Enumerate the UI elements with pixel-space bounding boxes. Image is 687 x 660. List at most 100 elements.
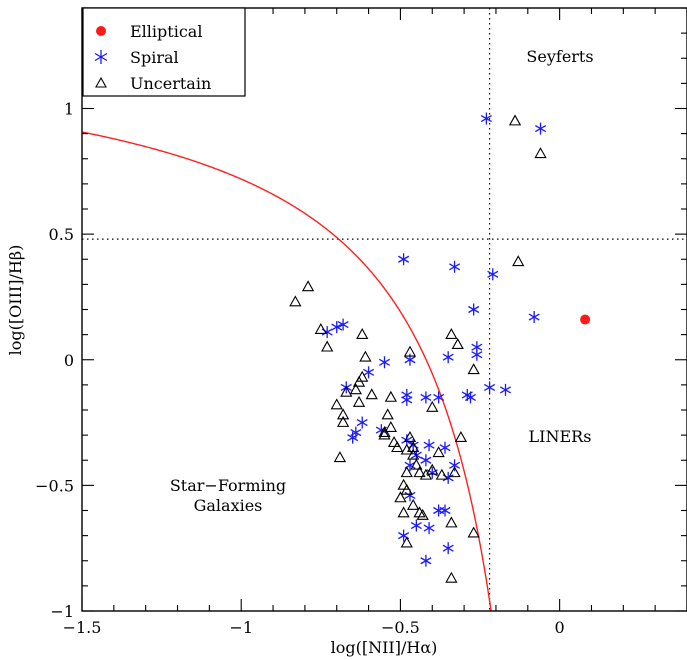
point-uncertain — [435, 468, 448, 480]
point-uncertain — [403, 431, 417, 442]
point-uncertain — [394, 491, 407, 503]
point-uncertain — [407, 441, 420, 453]
point-uncertain — [407, 498, 420, 510]
x-tick-label: −0.5 — [381, 618, 420, 637]
point-uncertain — [333, 451, 347, 463]
point-spiral — [423, 522, 435, 535]
point-spiral — [439, 504, 451, 517]
legend-box — [82, 7, 246, 97]
legend-circle-icon — [96, 26, 106, 36]
legend-asterisk-icon — [94, 50, 108, 64]
demarcation-curve — [82, 131, 492, 611]
x-axis-label: log([NII]/Hα) — [331, 638, 438, 657]
point-uncertain — [397, 506, 410, 518]
point-uncertain — [387, 436, 401, 448]
point-uncertain — [384, 420, 398, 432]
point-uncertain — [289, 295, 302, 307]
point-uncertain — [381, 408, 394, 420]
point-spiral — [378, 356, 391, 369]
region-label-seyferts: Seyferts — [526, 47, 593, 66]
point-spiral — [528, 311, 540, 324]
x-tick-label: 0 — [555, 618, 565, 637]
point-uncertain — [445, 571, 458, 583]
point-uncertain — [451, 338, 464, 350]
point-spiral — [468, 303, 480, 316]
point-uncertain — [400, 443, 413, 455]
legend-label-uncertain: Uncertain — [130, 74, 211, 93]
point-uncertain — [365, 388, 378, 400]
point-uncertain — [454, 431, 468, 442]
legend: Elliptical Spiral Uncertain — [82, 7, 246, 97]
y-axis-label: log([OIII]/Hβ) — [6, 245, 25, 356]
point-uncertain — [400, 536, 413, 548]
y-tick-label: −0.5 — [35, 476, 74, 495]
point-spiral — [439, 441, 451, 454]
point-spiral — [401, 393, 413, 406]
point-uncertain — [400, 483, 413, 495]
y-tick-label: 0 — [64, 351, 74, 370]
point-spiral — [449, 260, 461, 273]
point-uncertain — [400, 466, 413, 478]
point-uncertain — [426, 463, 439, 475]
point-uncertain — [330, 398, 343, 410]
point-spiral — [442, 542, 454, 555]
point-spiral — [471, 348, 483, 361]
point-uncertain — [321, 340, 334, 352]
point-uncertain — [407, 448, 420, 460]
point-spiral — [347, 431, 359, 444]
point-spiral — [487, 268, 499, 281]
demarcation-curve-group — [82, 131, 492, 611]
point-spiral — [423, 439, 435, 452]
point-spiral — [499, 383, 512, 396]
point-uncertain — [356, 370, 369, 382]
point-spiral — [331, 321, 343, 334]
point-elliptical — [580, 314, 591, 325]
plot-frame — [81, 7, 687, 612]
point-uncertain — [512, 255, 525, 267]
point-spiral — [420, 391, 432, 404]
point-spiral — [442, 351, 454, 364]
legend-triangle-icon — [95, 76, 107, 88]
point-uncertain — [340, 385, 353, 397]
y-tick-label: 1 — [64, 100, 74, 119]
point-uncertain — [534, 147, 547, 159]
point-uncertain — [336, 415, 350, 427]
point-spiral — [484, 381, 496, 394]
point-uncertain — [467, 363, 480, 375]
point-uncertain — [426, 400, 439, 412]
region-label-star-forming: Star−Forming — [170, 476, 286, 495]
point-uncertain — [413, 466, 426, 478]
region-label-liners: LINERs — [529, 427, 592, 446]
point-uncertain — [378, 425, 391, 437]
point-uncertain — [352, 375, 366, 387]
point-uncertain — [314, 322, 327, 334]
x-tick-label: −1.5 — [63, 618, 102, 637]
x-tick-label: −1 — [229, 618, 253, 637]
y-tick-label: 0.5 — [49, 225, 74, 244]
point-spiral — [356, 416, 368, 429]
legend-label-spiral: Spiral — [130, 48, 179, 67]
point-spiral — [420, 454, 432, 467]
point-uncertain — [352, 395, 366, 407]
point-uncertain — [445, 516, 458, 528]
plot-frame-group — [81, 7, 687, 612]
point-uncertain — [416, 508, 429, 520]
point-spiral — [337, 318, 349, 331]
axis-ticks: −1.5 −1 −0.5 0−1−0.500.51 — [35, 7, 687, 637]
point-uncertain — [336, 408, 350, 420]
point-uncertain — [403, 345, 417, 357]
point-uncertain — [432, 446, 445, 458]
point-uncertain — [378, 428, 391, 440]
point-spiral — [433, 504, 445, 517]
data-points — [289, 112, 591, 583]
point-uncertain — [448, 466, 461, 478]
point-uncertain — [508, 114, 522, 126]
point-uncertain — [391, 441, 404, 453]
point-spiral — [464, 391, 476, 404]
point-spiral — [398, 529, 410, 542]
point-uncertain — [397, 478, 410, 490]
point-spiral — [363, 366, 375, 379]
point-spiral — [410, 519, 422, 532]
point-spiral — [449, 459, 461, 472]
